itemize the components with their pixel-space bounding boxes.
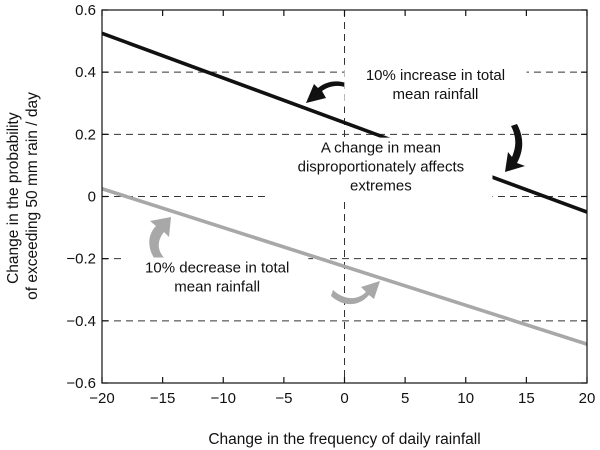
- y-tick-label: 0.4: [75, 64, 96, 81]
- y-tick-label: 0: [88, 189, 96, 206]
- y-tick-labels: 0.6 0.4 0.2 0 −0.2 −0.4 −0.6: [66, 2, 96, 392]
- annotation-arrows: [149, 81, 525, 305]
- increase-arrow-down-icon: [505, 124, 525, 172]
- decrease-arrow-up-icon: [149, 217, 171, 265]
- x-tick-label: 0: [340, 390, 348, 407]
- annotation-line: extremes: [350, 178, 412, 195]
- series-line-1: [102, 31, 587, 214]
- series-layer: [102, 31, 587, 346]
- x-tick-label: 5: [401, 390, 409, 407]
- x-axis-label: Change in the frequency of daily rainfal…: [208, 431, 480, 448]
- annotation-line: mean rainfall: [174, 278, 260, 295]
- decrease-arrow-right-icon: [331, 281, 380, 305]
- annotation-2: A change in mean disproportionately affec…: [298, 140, 465, 195]
- annotation-line: 10% decrease in total: [145, 259, 289, 276]
- x-tick-label: −15: [150, 390, 175, 407]
- ticks: [101, 9, 588, 384]
- y-axis-label-line-2: of exceeding 50 mm rain / day: [24, 92, 41, 300]
- x-tick-label: 10: [457, 390, 474, 407]
- y-tick-label: 0.6: [75, 2, 96, 19]
- annotation-line: A change in mean: [321, 140, 441, 157]
- y-tick-label: −0.4: [66, 313, 96, 330]
- x-tick-label: −5: [275, 390, 292, 407]
- x-tick-label: 20: [579, 390, 596, 407]
- y-tick-label: −0.2: [66, 251, 96, 268]
- annotations: 10% increase in total mean rainfall A chan…: [126, 64, 527, 300]
- x-tick-label: −10: [211, 390, 236, 407]
- y-axis-label-line-1: Change in the probability: [5, 112, 22, 284]
- y-tick-label: 0.2: [75, 126, 96, 143]
- y-axis-label: Change in the probability of exceeding 5…: [5, 92, 41, 300]
- annotation-3: 10% decrease in total mean rainfall: [145, 259, 289, 295]
- annotation-background: [344, 64, 527, 107]
- annotation-background: [126, 257, 309, 300]
- x-tick-label: −20: [89, 390, 114, 407]
- y-tick-label: −0.6: [66, 375, 96, 392]
- x-tick-labels: −20 −15 −10 −5 0 5 10 15 20: [89, 390, 595, 407]
- annotation-line: mean rainfall: [392, 86, 478, 103]
- annotation-1: 10% increase in total mean rainfall: [366, 67, 505, 103]
- annotation-line: 10% increase in total: [366, 67, 505, 84]
- series-line-2: [102, 187, 587, 346]
- increase-arrow-left-icon: [306, 81, 356, 103]
- annotation-line: disproportionately affects: [298, 159, 465, 176]
- annotation-background: [269, 137, 493, 199]
- x-tick-label: 15: [518, 390, 535, 407]
